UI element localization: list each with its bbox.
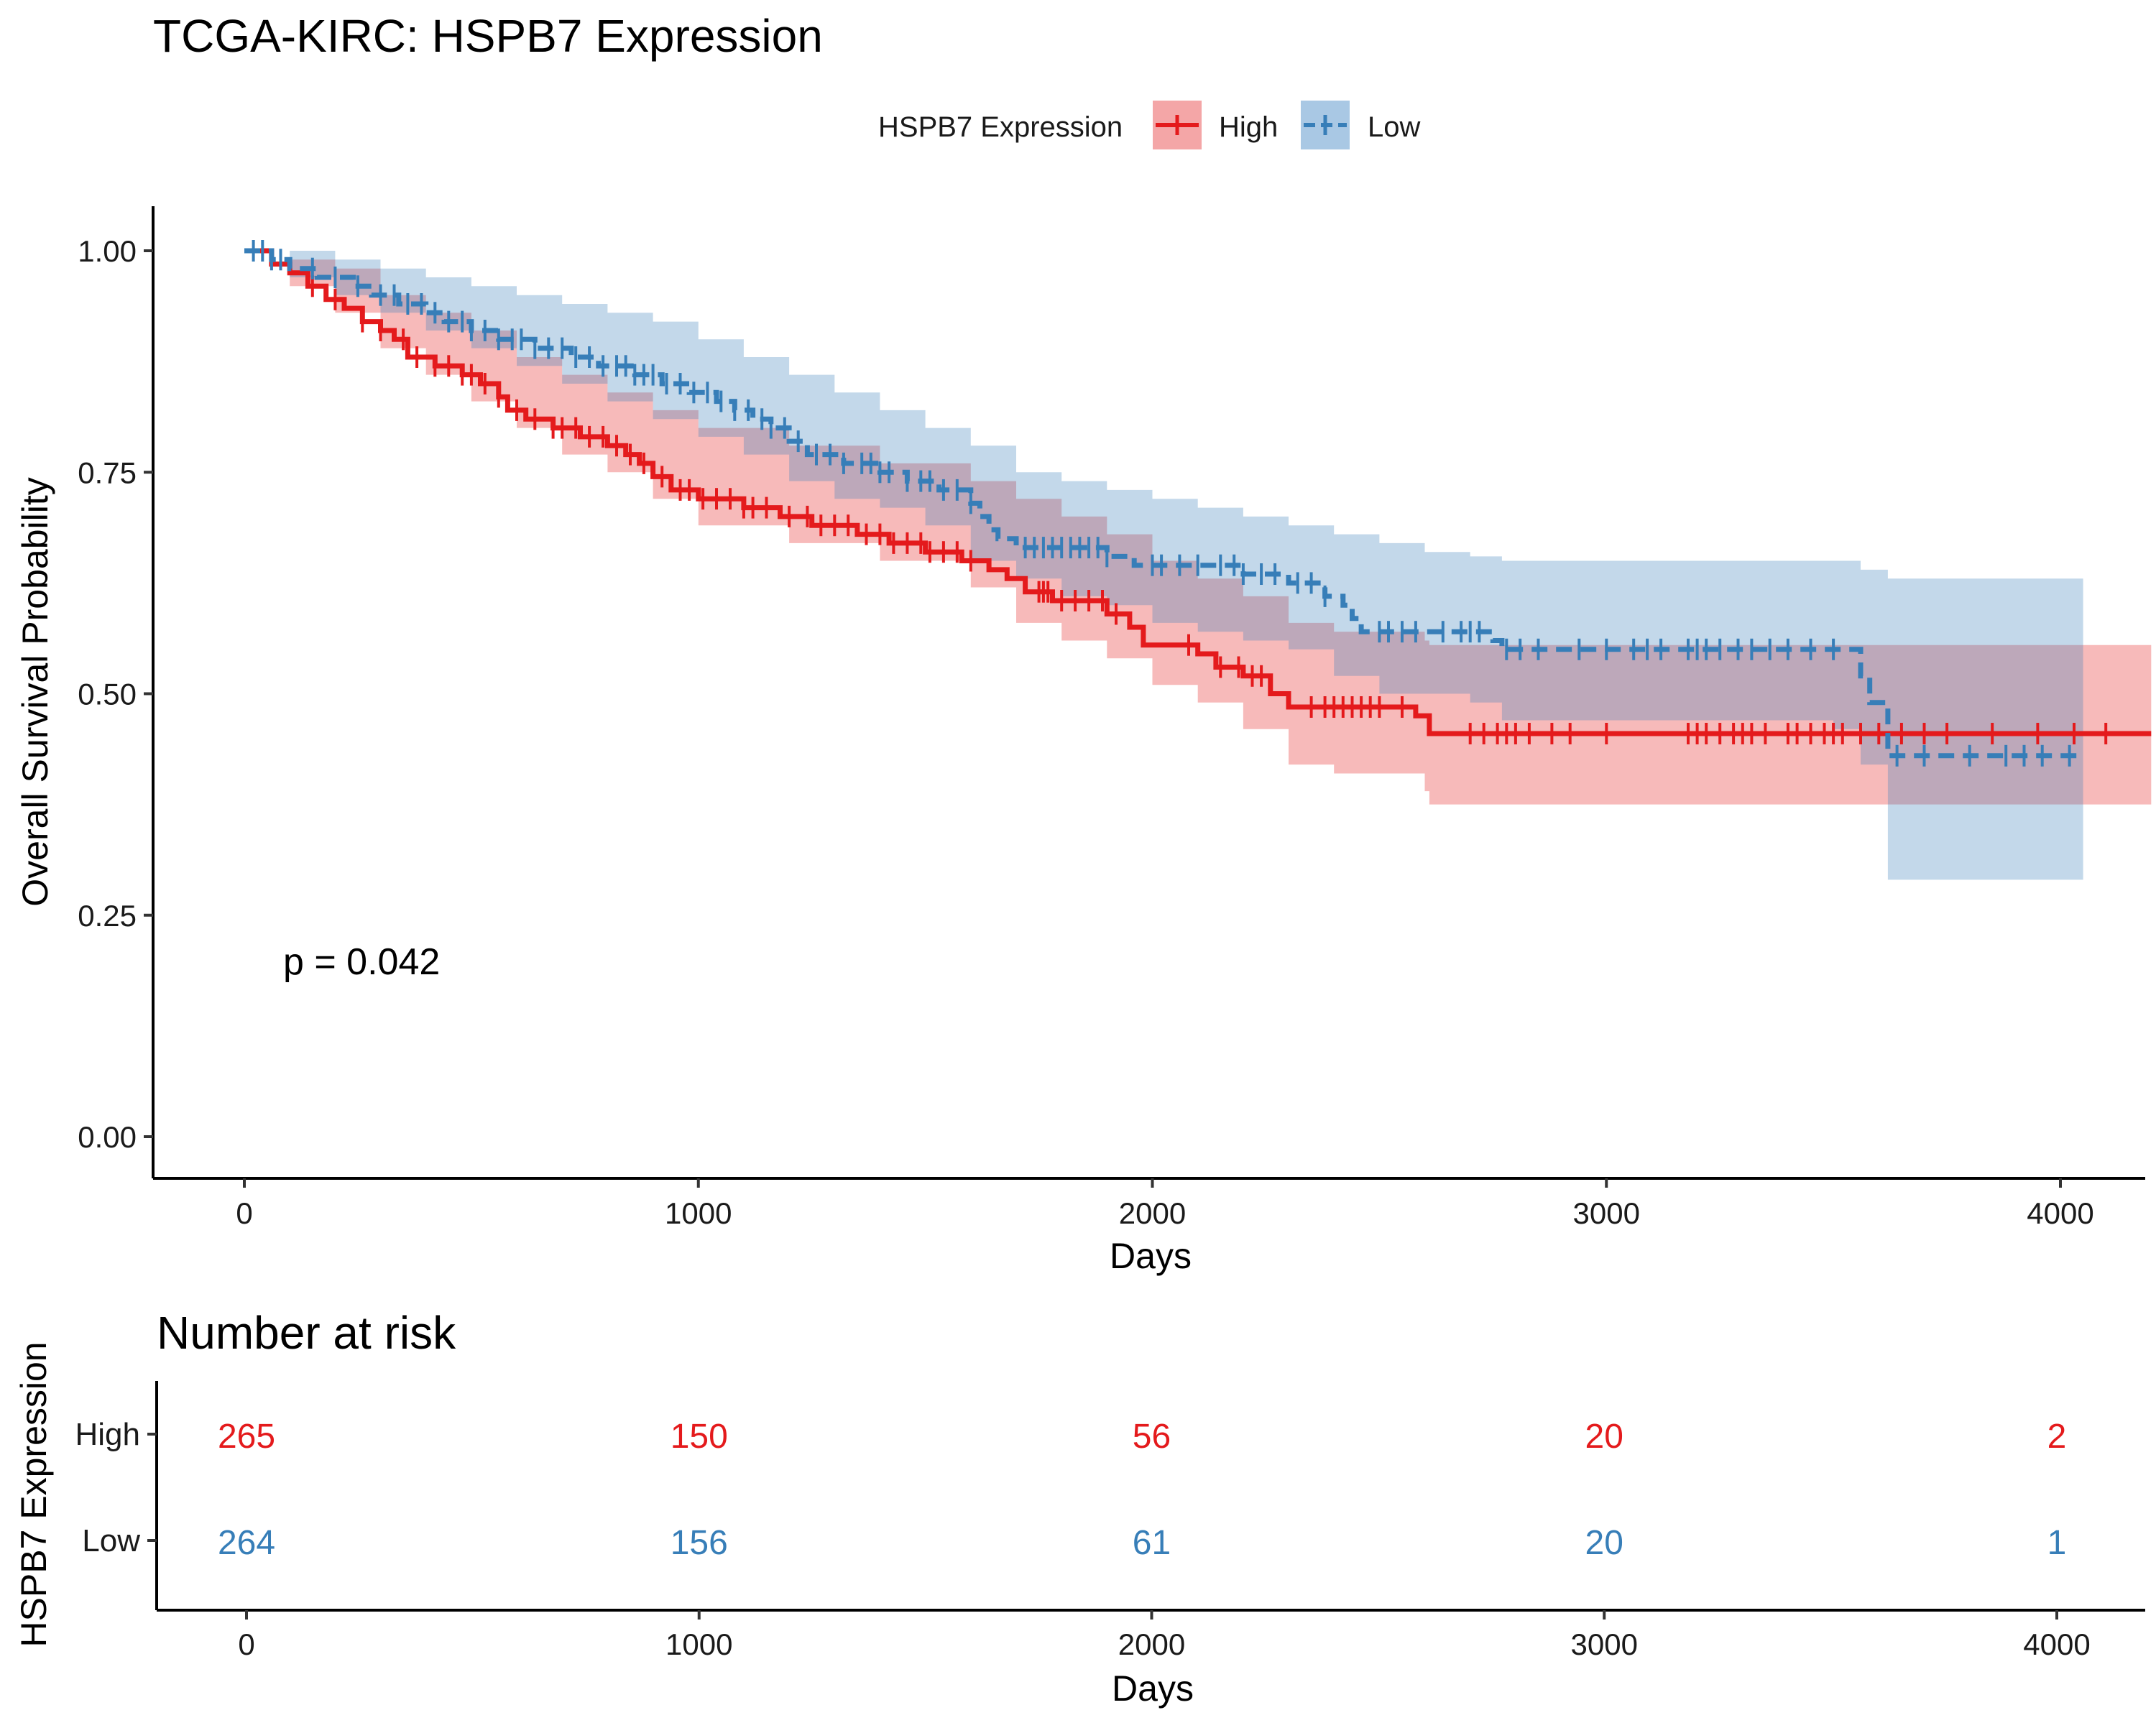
censor-marks [252,240,2108,767]
risk-count-high: 20 [1585,1418,1623,1456]
risk-row-label-low: Low [82,1523,140,1558]
survival-curves [244,248,2152,759]
survival-curve-low [244,248,2083,759]
risk-count-high: 265 [218,1418,275,1456]
y-axis-ticks: 0.00 0.25 0.50 0.75 1.00 [78,234,153,1154]
risk-y-axis-title: HSPB7 Expression [14,1341,54,1647]
risk-count-low: 156 [671,1524,728,1562]
risk-row-label-high: High [75,1417,141,1452]
legend-key-high [1153,101,1202,149]
survival-curve-high [244,248,2152,736]
legend-title: HSPB7 Expression [878,111,1123,143]
survival-plot: 0.00 0.25 0.50 0.75 1.00 0 1000 2000 3000 4000 p… [15,206,2152,1276]
y-tick-label: 0.75 [78,456,137,489]
censor-group-low [252,240,2071,767]
risk-x-tick-label: 3000 [1571,1627,1638,1661]
x-tick-label: 4000 [2027,1196,2093,1230]
x-axis-ticks: 0 1000 2000 3000 4000 [236,1178,2094,1230]
x-tick-label: 0 [236,1196,252,1230]
x-axis-title: Days [1110,1236,1192,1276]
legend-label-high: High [1219,111,1278,143]
x-tick-label: 3000 [1573,1196,1640,1230]
legend: HSPB7 Expression High Low [878,101,1420,149]
y-tick-label: 0.00 [78,1120,137,1154]
chart-title: TCGA-KIRC: HSPB7 Expression [153,10,823,62]
x-tick-label: 1000 [665,1196,732,1230]
risk-count-high: 56 [1133,1418,1171,1456]
risk-rows: High 265 150 56 20 2 Low 264 156 61 20 1 [75,1417,2067,1562]
risk-count-low: 1 [2047,1524,2067,1562]
risk-table: Number at risk High 265 150 56 20 2 Low 264 156 6… [14,1307,2145,1709]
risk-table-title: Number at risk [157,1307,456,1359]
risk-x-axis-title: Days [1112,1668,1194,1709]
y-tick-label: 0.25 [78,899,137,933]
confidence-band-high [244,251,2152,805]
risk-x-tick-label: 0 [238,1627,254,1661]
y-axis-title: Overall Survival Probability [15,477,55,906]
y-tick-label: 1.00 [78,234,137,268]
risk-count-low: 20 [1585,1524,1623,1562]
y-tick-label: 0.50 [78,678,137,711]
legend-label-low: Low [1368,111,1420,143]
p-value: p = 0.042 [283,941,440,983]
censor-group-high [310,275,2108,744]
risk-count-high: 2 [2047,1418,2067,1456]
risk-count-low: 61 [1133,1524,1171,1562]
risk-x-tick-label: 2000 [1118,1627,1185,1661]
x-tick-label: 2000 [1119,1196,1186,1230]
legend-key-low [1301,101,1350,149]
risk-count-high: 150 [671,1418,728,1456]
risk-count-low: 264 [218,1524,275,1562]
risk-x-tick-label: 1000 [665,1627,732,1661]
risk-x-axis-ticks: 0 1000 2000 3000 4000 [238,1610,2091,1661]
risk-x-tick-label: 4000 [2023,1627,2090,1661]
